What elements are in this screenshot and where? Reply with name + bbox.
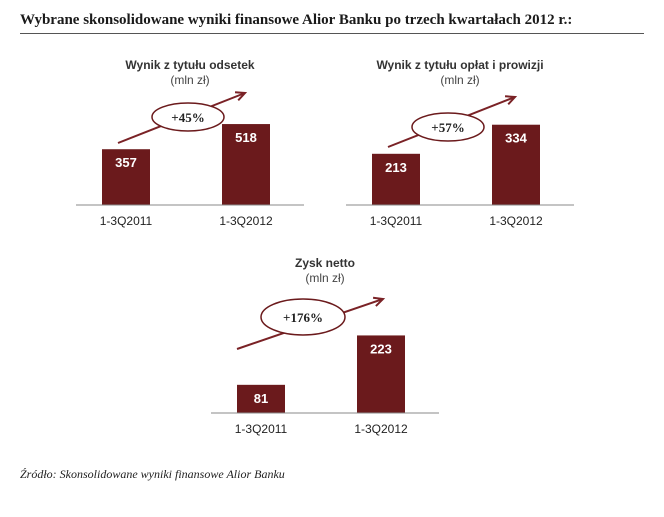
chart-fee-commission-income: Wynik z tytułu opłat i prowizji (mln zł) 2… xyxy=(340,55,580,240)
category-tick-label: 1-3Q2012 xyxy=(489,214,543,228)
title-rule xyxy=(20,33,644,34)
chart-fee-commission-income-svg: Wynik z tytułu opłat i prowizji(mln zł) 2… xyxy=(346,58,574,228)
chart-interest-income-svg: Wynik z tytułu odsetek(mln zł) 357 1-3Q201… xyxy=(76,58,304,228)
bar-value-label: 81 xyxy=(254,391,268,406)
bar-1-3Q2011 xyxy=(237,384,285,413)
chart-title: Wynik z tytułu opłat i prowizji xyxy=(376,58,543,72)
bar-value-label: 518 xyxy=(235,130,257,145)
bar-value-label: 357 xyxy=(115,155,137,170)
source-note: Źródło: Skonsolidowane wyniki finansowe … xyxy=(20,467,285,481)
chart-unit: (mln zł) xyxy=(170,73,209,87)
chart-interest-income: Wynik z tytułu odsetek (mln zł) 357 1-3Q201… xyxy=(70,55,310,240)
growth-ellipse xyxy=(151,102,225,132)
bar-1-3Q2012 xyxy=(222,124,270,205)
category-tick-label: 1-3Q2012 xyxy=(354,422,408,436)
growth-label: +176% xyxy=(283,310,323,325)
growth-ellipse xyxy=(260,298,346,336)
bar-1-3Q2012 xyxy=(492,124,540,205)
bar-1-3Q2011 xyxy=(102,149,150,205)
category-tick-label: 1-3Q2011 xyxy=(235,422,288,436)
chart-unit: (mln zł) xyxy=(440,73,479,87)
growth-ellipse xyxy=(411,112,485,142)
growth-arrow-head xyxy=(234,91,248,102)
bar-value-label: 223 xyxy=(370,341,392,356)
category-tick-label: 1-3Q2012 xyxy=(219,214,273,228)
bar-value-label: 334 xyxy=(505,131,527,146)
bar-1-3Q2012 xyxy=(357,335,405,413)
category-tick-label: 1-3Q2011 xyxy=(370,214,423,228)
chart-title: Wynik z tytułu odsetek xyxy=(125,58,254,72)
chart-title: Zysk netto xyxy=(295,256,355,270)
chart-net-profit: Zysk netto (mln zł) 81 1-3Q2011 223 1-3Q2012 +… xyxy=(205,253,445,443)
page-title: Wybrane skonsolidowane wyniki finansowe … xyxy=(20,12,573,28)
growth-arrow-head xyxy=(504,95,518,106)
growth-label: +57% xyxy=(431,120,464,135)
bar-value-label: 213 xyxy=(385,160,407,175)
category-tick-label: 1-3Q2011 xyxy=(100,214,153,228)
bar-1-3Q2011 xyxy=(372,153,420,205)
growth-label: +45% xyxy=(171,110,204,125)
growth-arrow-head xyxy=(372,296,386,307)
chart-unit: (mln zł) xyxy=(305,271,344,285)
chart-net-profit-svg: Zysk netto(mln zł) 81 1-3Q2011 223 1-3Q2012 +… xyxy=(211,256,439,436)
